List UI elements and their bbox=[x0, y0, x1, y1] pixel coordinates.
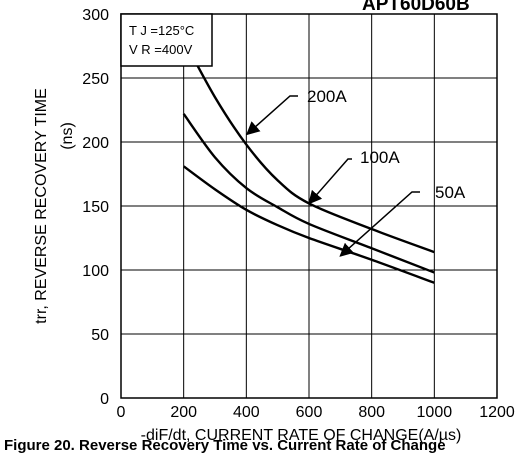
series-label: 200A bbox=[307, 87, 347, 106]
series-label: 50A bbox=[435, 183, 466, 202]
grid bbox=[121, 14, 497, 398]
y-tick-label: 300 bbox=[82, 7, 109, 24]
y-tick-label: 200 bbox=[82, 135, 109, 152]
ticks: 0 200 400 600 800 1000 1200 0 50 100 150 200 250 300 bbox=[82, 7, 515, 421]
y-axis-label: trr, REVERSE RECOVERY TIME bbox=[33, 88, 50, 324]
series-line-100a bbox=[182, 113, 435, 274]
conditions-box-frame bbox=[120, 13, 213, 67]
y-tick-label: 100 bbox=[82, 263, 109, 280]
series-label-arrow bbox=[339, 191, 420, 257]
y-tick-label: 250 bbox=[82, 71, 109, 88]
y-tick-label: 50 bbox=[91, 327, 109, 344]
x-tick-label: 200 bbox=[170, 404, 197, 421]
condition-tj: T J =125°C bbox=[129, 23, 194, 38]
figure-caption-partial: Figure 20. Reverse Recovery Time vs. Cur… bbox=[4, 437, 446, 454]
x-tick-label: 1000 bbox=[417, 404, 453, 421]
x-tick-label: 800 bbox=[358, 404, 385, 421]
series-lines bbox=[182, 39, 435, 284]
x-tick-label: 1200 bbox=[479, 404, 515, 421]
series-label: 100A bbox=[360, 148, 400, 167]
y-tick-label: 150 bbox=[82, 199, 109, 216]
series-label-arrows: 200A 100A 50A bbox=[245, 87, 466, 257]
series-line-200a bbox=[182, 39, 435, 254]
series-label-arrow bbox=[308, 158, 352, 205]
x-tick-label: 0 bbox=[117, 404, 126, 421]
conditions-box: T J =125°C V R =400V bbox=[120, 13, 213, 67]
y-axis-unit: (ns) bbox=[59, 122, 76, 150]
condition-vr: V R =400V bbox=[129, 42, 193, 57]
x-axis-label: -diF/dt, CURRENT RATE OF CHANGE(A/µs) bbox=[141, 427, 462, 444]
series-label-arrow bbox=[245, 95, 298, 136]
page-header-partial: APT60D60B bbox=[362, 0, 470, 15]
y-tick-label: 0 bbox=[100, 391, 109, 408]
series-line-50a bbox=[182, 165, 435, 284]
x-tick-label: 600 bbox=[296, 404, 323, 421]
plot-frame bbox=[120, 13, 498, 399]
axis-labels: -diF/dt, CURRENT RATE OF CHANGE(A/µs) trr… bbox=[33, 88, 461, 444]
x-tick-label: 400 bbox=[233, 404, 260, 421]
